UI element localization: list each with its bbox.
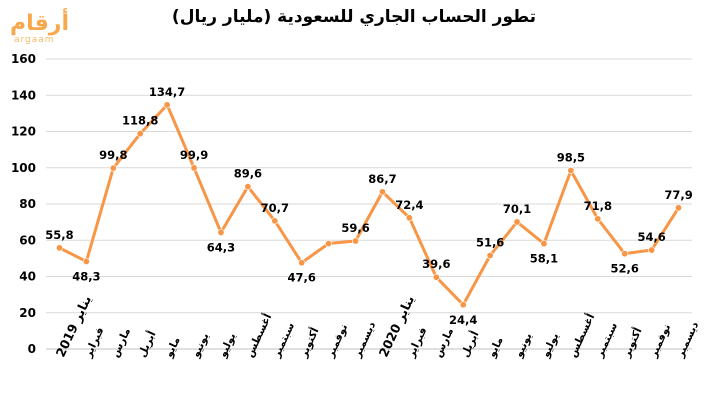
data-label: 118,8 — [122, 114, 158, 128]
data-point — [675, 204, 683, 212]
data-point — [352, 237, 360, 245]
data-label: 77,9 — [664, 188, 692, 202]
data-point — [594, 215, 602, 223]
x-tick-label: مايو — [163, 335, 183, 360]
data-point — [244, 183, 252, 191]
x-tick-label: نوفمبر — [647, 322, 673, 360]
data-point — [513, 218, 521, 226]
x-tick-label: مارس — [432, 326, 456, 359]
x-tick-label: فبراير — [405, 325, 430, 360]
data-point — [271, 217, 279, 225]
x-tick-label: أغسطس — [565, 311, 597, 359]
x-tick-label: مارس — [109, 326, 133, 359]
data-label: 72,4 — [395, 198, 423, 212]
data-point — [540, 240, 548, 248]
y-tick-label: 80 — [19, 197, 36, 211]
y-tick-label: 60 — [19, 233, 36, 247]
data-label: 58,1 — [530, 252, 558, 266]
data-label: 70,1 — [503, 202, 531, 216]
data-point — [55, 244, 63, 252]
gridlines — [46, 58, 692, 350]
data-label: 86,7 — [368, 172, 396, 186]
y-axis: 0 20 40 60 80 100 120 140 160 — [11, 52, 36, 356]
series-line — [58, 103, 680, 307]
data-label: 52,6 — [611, 262, 639, 276]
x-tick-label: يوليو — [539, 331, 561, 360]
data-labels: 55,8 48,3 99,8 118,8 134,7 99,9 64,3 89,6 70,7 47… — [45, 85, 692, 327]
y-tick-label: 0 — [28, 342, 36, 356]
y-tick-label: 20 — [19, 306, 36, 320]
x-tick-label: أبريل — [134, 329, 158, 360]
x-tick-label: أكتوبر — [618, 325, 644, 360]
x-tick-label: ديسمبر — [674, 319, 702, 360]
data-label: 64,3 — [207, 240, 235, 254]
x-tick-label: سبتمبر — [270, 321, 297, 360]
y-tick-label: 100 — [11, 161, 36, 175]
data-point — [163, 101, 171, 109]
data-point — [298, 259, 306, 267]
data-label: 59,6 — [341, 221, 369, 235]
data-point — [82, 257, 90, 265]
argaam-logo: أرقام argaam — [10, 7, 69, 45]
data-point — [621, 250, 629, 258]
x-tick-label: يونيو — [189, 331, 211, 360]
y-tick-label: 120 — [11, 125, 36, 139]
data-label: 99,8 — [99, 148, 127, 162]
data-label: 51,6 — [476, 235, 504, 249]
logo-text: أرقام — [10, 7, 69, 36]
data-point — [405, 214, 413, 222]
data-point — [378, 188, 386, 196]
data-point — [648, 246, 656, 254]
x-tick-label: ديسمبر — [351, 319, 379, 360]
data-label: 71,8 — [584, 199, 612, 213]
x-tick-label: نوفمبر — [324, 322, 350, 360]
x-tick-label: أغسطس — [242, 311, 274, 359]
x-tick-label: مايو — [486, 335, 506, 360]
data-label: 47,6 — [288, 271, 316, 285]
data-point — [567, 166, 575, 174]
x-tick-label: أكتوبر — [295, 325, 321, 360]
data-label: 24,4 — [449, 313, 477, 327]
data-point — [109, 164, 117, 172]
chart-title: تطور الحساب الجاري للسعودية (مليار ريال) — [172, 7, 536, 27]
data-point — [459, 301, 467, 309]
y-tick-label: 160 — [11, 52, 36, 66]
x-tick-label: يوليو — [216, 331, 238, 360]
series-points — [55, 101, 683, 309]
series-line-path — [58, 103, 680, 307]
x-tick-label: يونيو — [512, 331, 534, 360]
data-label: 99,9 — [180, 148, 208, 162]
y-tick-label: 140 — [11, 88, 36, 102]
data-label: 134,7 — [149, 85, 185, 99]
data-point — [325, 240, 333, 248]
data-point — [217, 228, 225, 236]
data-point — [190, 164, 198, 172]
data-label: 54,6 — [637, 230, 665, 244]
x-tick-label: فبراير — [82, 325, 107, 360]
data-label: 89,6 — [234, 167, 262, 181]
data-label: 55,8 — [45, 228, 73, 242]
logo-subtext: argaam — [14, 35, 55, 45]
data-point — [432, 273, 440, 281]
data-label: 39,6 — [422, 257, 450, 271]
data-label: 98,5 — [557, 150, 585, 164]
data-label: 48,3 — [72, 269, 100, 283]
y-tick-label: 40 — [19, 270, 36, 284]
data-point — [136, 130, 144, 138]
data-point — [486, 251, 494, 259]
data-label: 70,7 — [261, 201, 289, 215]
x-tick-label: أبريل — [457, 329, 481, 360]
x-tick-label: سبتمبر — [593, 321, 620, 360]
